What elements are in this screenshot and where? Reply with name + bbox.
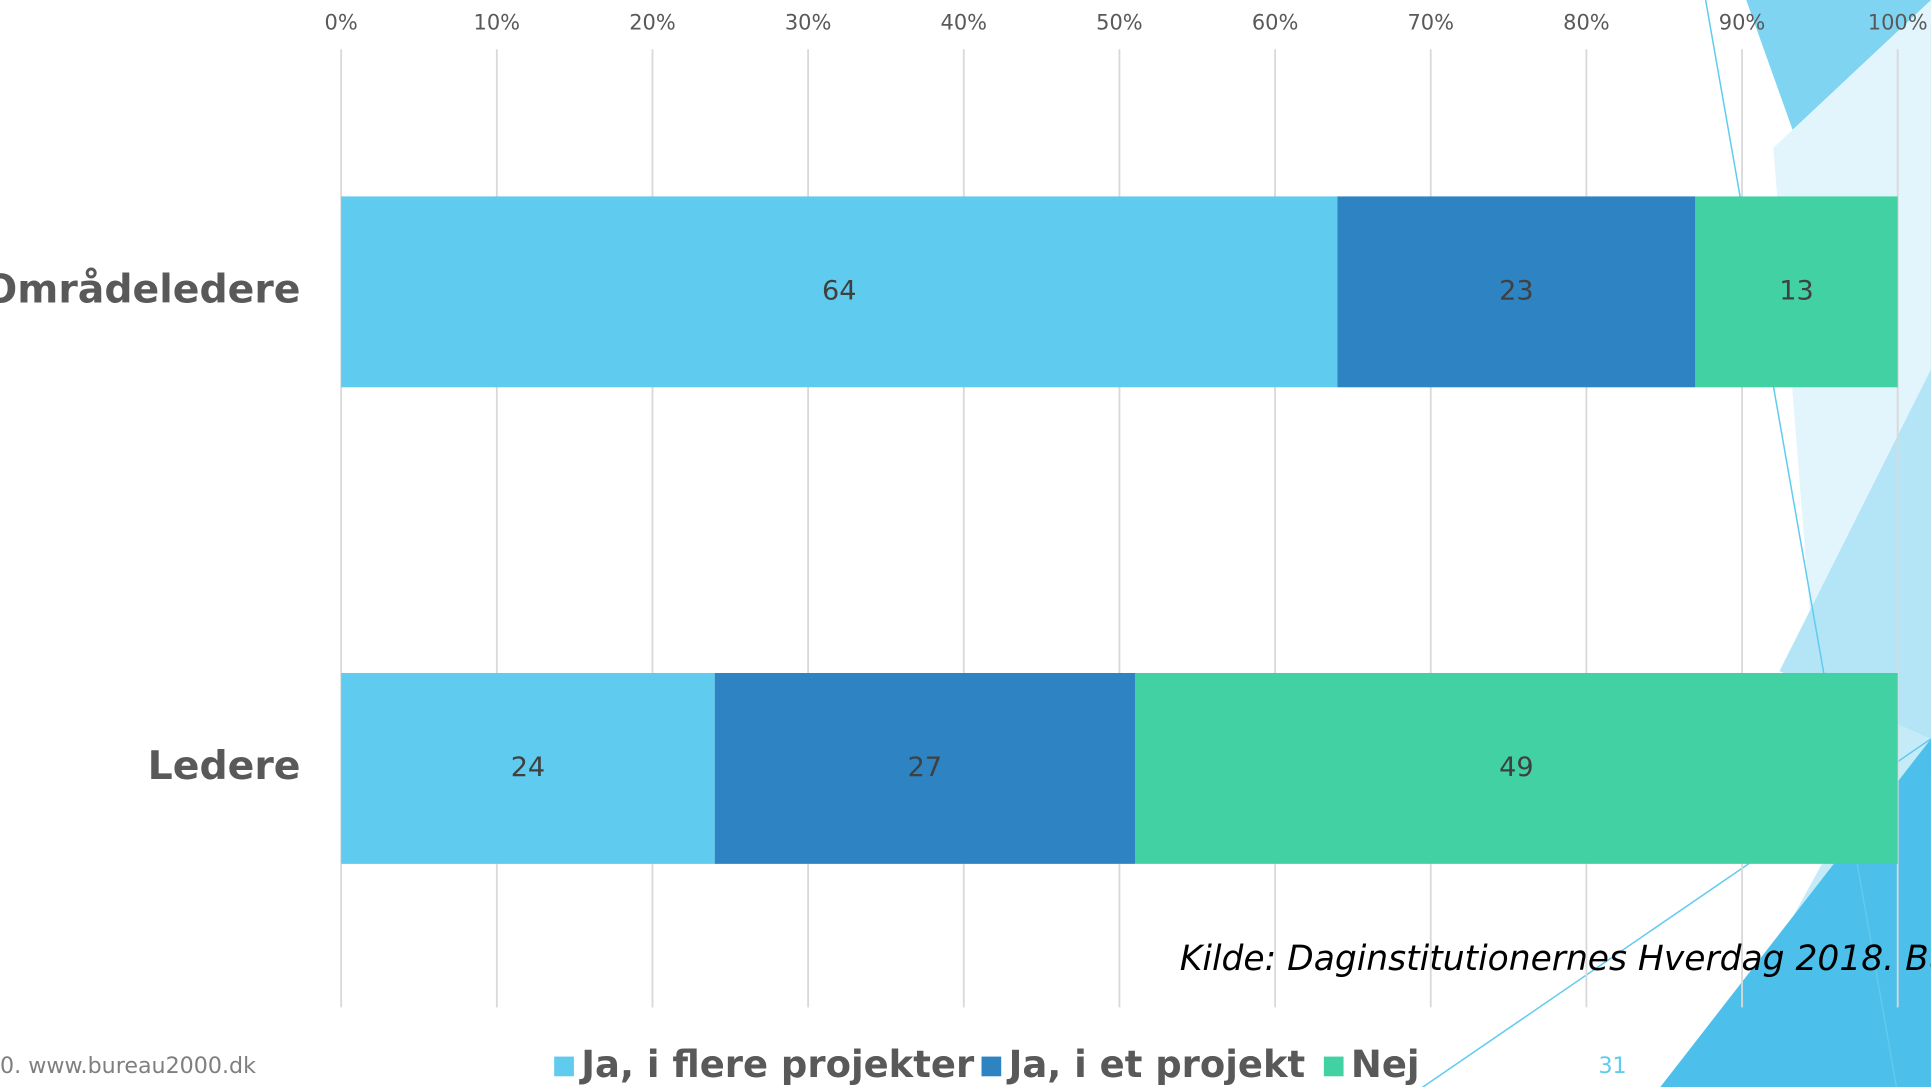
x-tick-label: 10% bbox=[474, 10, 521, 34]
x-tick-label: 50% bbox=[1096, 10, 1143, 34]
deco-line bbox=[1704, 0, 1898, 1087]
legend-swatch bbox=[554, 1056, 574, 1077]
legend-label: Nej bbox=[1351, 1043, 1420, 1086]
footer: 0. www.bureau2000.dk bbox=[0, 1053, 256, 1079]
source-note: Kilde: Daginstitutionernes Hverdag 2018.… bbox=[1180, 939, 1931, 979]
x-tick-label: 80% bbox=[1563, 10, 1610, 34]
bar-segment bbox=[1337, 196, 1696, 388]
bar-segment bbox=[1695, 196, 1898, 388]
x-tick-label: 0% bbox=[325, 10, 358, 34]
decoration bbox=[1421, 0, 1931, 1087]
data-label: 27 bbox=[908, 752, 942, 783]
x-tick-label: 30% bbox=[785, 10, 832, 34]
x-tick-label: 40% bbox=[941, 10, 988, 34]
x-tick-label: 20% bbox=[629, 10, 676, 34]
legend-label: Ja, i flere projekter bbox=[578, 1043, 975, 1086]
bar-segment bbox=[714, 672, 1135, 864]
legend-swatch bbox=[981, 1056, 1002, 1077]
data-label: 49 bbox=[1499, 752, 1533, 783]
category-label: Ledere bbox=[148, 743, 301, 789]
bar-segment bbox=[1134, 672, 1898, 864]
page-number: 31 bbox=[1598, 1053, 1626, 1079]
data-label: 23 bbox=[1499, 275, 1533, 306]
bar-segment bbox=[341, 672, 715, 864]
bar-segment bbox=[341, 196, 1338, 388]
data-label: 24 bbox=[511, 752, 545, 783]
legend-swatch bbox=[1323, 1056, 1344, 1077]
x-tick-label: 60% bbox=[1252, 10, 1299, 34]
x-tick-label: 90% bbox=[1719, 10, 1766, 34]
data-label: 64 bbox=[822, 275, 856, 306]
legend-label: Ja, i et projekt bbox=[1006, 1043, 1306, 1086]
chart: 0% 10% 20% 30% 40% 50% 60% 70% 80% 90% 100% Områdel… bbox=[0, 10, 1928, 1086]
category-label: Områdeledere bbox=[0, 266, 301, 312]
x-tick-label: 100% bbox=[1868, 10, 1928, 34]
x-tick-label: 70% bbox=[1407, 10, 1454, 34]
data-label: 13 bbox=[1779, 275, 1813, 306]
deco-triangle bbox=[1779, 369, 1931, 739]
